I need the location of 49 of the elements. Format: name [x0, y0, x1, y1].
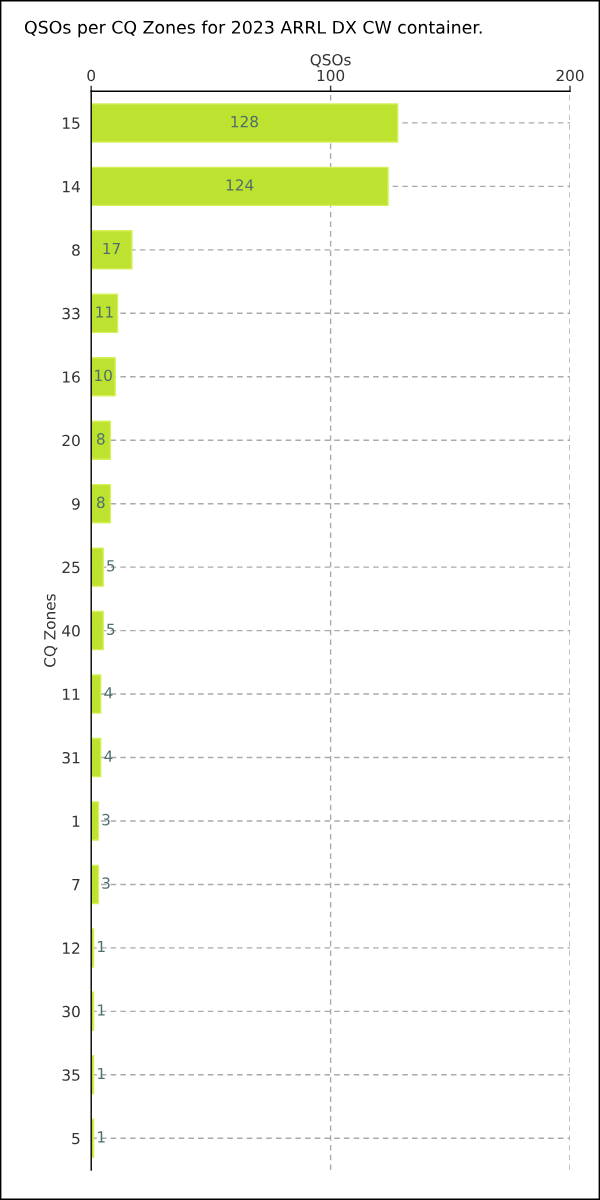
bar	[91, 166, 389, 207]
data-label: 5	[107, 560, 115, 572]
y-tick-label: 15	[63, 117, 80, 129]
data-label: 1	[98, 1067, 105, 1080]
y-tick-label: 25	[62, 561, 80, 574]
chart-title: QSOs per CQ Zones for 2023 ARRL DX CW container.	[24, 20, 482, 38]
y-tick-label: 33	[62, 307, 80, 320]
bar	[91, 547, 104, 587]
data-label: 11	[96, 306, 113, 318]
bar	[91, 293, 119, 334]
y-tick-label: 14	[63, 181, 80, 193]
data-label: 17	[103, 242, 120, 255]
x-tick-label: 0	[87, 69, 96, 82]
data-label: 4	[104, 687, 113, 699]
data-label: 4	[104, 750, 113, 762]
bar	[91, 801, 100, 841]
y-tick-label: 31	[62, 751, 80, 764]
data-label: 3	[102, 813, 110, 826]
y-tick-label: 7	[72, 879, 80, 891]
y-tick-label: 11	[63, 688, 80, 700]
bar	[91, 420, 112, 460]
x-tick-label: 200	[556, 69, 584, 82]
data-label: 1	[98, 940, 105, 953]
data-label: 8	[96, 433, 105, 445]
y-axis-title: CQ Zones	[44, 594, 58, 667]
y-tick-label: 16	[63, 371, 80, 383]
data-label: 5	[107, 623, 115, 636]
data-label: 128	[231, 115, 258, 128]
data-label: 1	[98, 1131, 105, 1143]
y-tick-label: 8	[72, 244, 80, 256]
bar	[91, 610, 104, 651]
y-tick-label: 12	[63, 942, 80, 954]
data-label: 1	[98, 1004, 105, 1016]
y-tick-label: 30	[62, 1005, 80, 1018]
y-tick-label: 20	[62, 434, 80, 447]
y-tick-label: 1	[72, 815, 80, 827]
bar	[91, 230, 133, 270]
y-tick-label: 40	[62, 625, 80, 637]
data-label: 3	[102, 877, 110, 889]
y-tick-label: 5	[72, 1132, 80, 1145]
data-label: 10	[95, 369, 112, 382]
bar	[91, 103, 399, 143]
data-label: 8	[96, 496, 105, 509]
x-tick-label: 100	[317, 69, 345, 82]
bar	[91, 357, 116, 397]
data-label: 124	[226, 179, 254, 191]
y-tick-label: 9	[72, 498, 80, 510]
x-axis-title: QSOs	[310, 53, 351, 68]
y-tick-label: 35	[62, 1069, 80, 1081]
